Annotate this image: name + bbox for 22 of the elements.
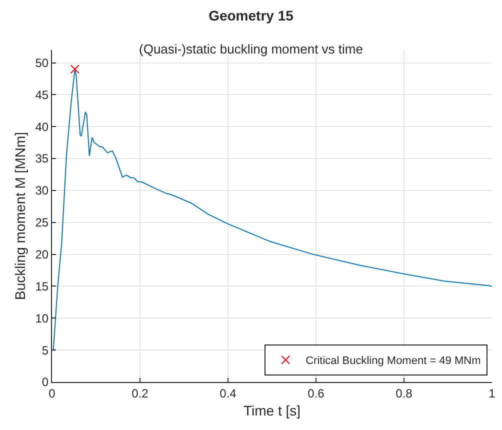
x-tick-label: 0.6 — [308, 386, 325, 400]
line-series — [52, 68, 492, 351]
y-tick-label: 0 — [42, 375, 49, 390]
y-tick-label: 10 — [35, 311, 49, 326]
x-tick-label: 0.2 — [132, 386, 149, 400]
x-tick-label: 0.8 — [396, 386, 413, 400]
y-tick-label: 5 — [42, 343, 49, 358]
y-tick-label: 20 — [35, 248, 49, 262]
chart-title: Geometry 15 — [208, 8, 294, 24]
x-axis-title: Time t [s] — [243, 402, 301, 419]
y-tick-label: 40 — [35, 120, 49, 134]
chart-subtitle: (Quasi-)static buckling moment vs time — [139, 41, 363, 56]
y-tick-label: 15 — [35, 279, 49, 294]
y-tick-label: 50 — [35, 56, 49, 70]
y-tick-label: 25 — [35, 216, 49, 230]
x-tick-label: 1 — [488, 386, 496, 400]
y-axis-title: Buckling moment M [MNm] — [12, 132, 28, 300]
x-tick-label: 0.4 — [220, 386, 237, 400]
y-tick-label: 35 — [35, 152, 49, 166]
legend-label: Critical Buckling Moment = 49 MNm — [306, 355, 481, 368]
y-tick-label: 45 — [35, 88, 49, 102]
y-tick-label: 30 — [35, 184, 49, 198]
